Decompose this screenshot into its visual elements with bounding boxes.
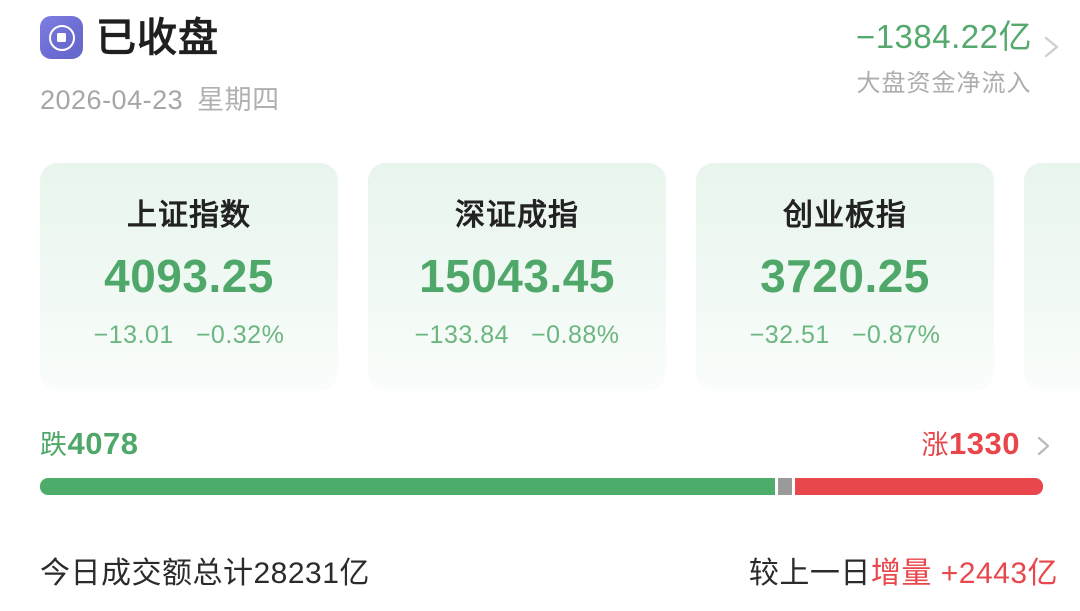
index-change: −13.01 bbox=[93, 321, 174, 349]
fall-count: 4078 bbox=[67, 426, 139, 461]
index-change-pct: −0.32% bbox=[195, 321, 285, 349]
fall-text: 跌 bbox=[40, 430, 68, 460]
index-change-pct: −0.87% bbox=[851, 321, 941, 349]
chevron-right-icon[interactable] bbox=[1038, 34, 1064, 60]
index-card-list: 上证指数 4093.25 −13.01 −0.32% 深证成指 15043.45… bbox=[40, 163, 1080, 391]
index-value: 4093.25 bbox=[104, 250, 274, 302]
turnover-compare: 较上一日增量 +2443亿 bbox=[749, 548, 1064, 592]
logo-inner-square bbox=[57, 33, 66, 42]
index-delta-row: −133.84 −0.88% bbox=[414, 321, 619, 350]
index-delta-row: −13.01 −0.32% bbox=[94, 321, 285, 350]
turnover-compare-prefix: 较上一日 bbox=[748, 557, 871, 590]
index-name: 创业板指 bbox=[783, 199, 907, 232]
index-value: 3720.25 bbox=[760, 250, 930, 302]
rise-text: 涨 bbox=[921, 430, 950, 460]
rise-count-label: 涨1330 bbox=[922, 428, 1020, 460]
index-card-shenzhen[interactable]: 深证成指 15043.45 −133.84 −0.88% bbox=[368, 163, 666, 391]
turnover-today: 今日成交额总计28231亿 bbox=[40, 557, 370, 590]
net-flow-panel[interactable]: −1384.22亿 大盘资金净流入 bbox=[856, 16, 1064, 98]
index-card-shanghai[interactable]: 上证指数 4093.25 −13.01 −0.32% bbox=[40, 163, 338, 391]
ratio-segment-fall bbox=[40, 478, 775, 495]
index-name: 上证指数 bbox=[127, 199, 251, 232]
index-name: 深证成指 bbox=[455, 199, 579, 232]
market-breadth-section[interactable]: 跌4078 涨1330 bbox=[40, 428, 1064, 495]
ratio-segment-flat bbox=[778, 478, 792, 495]
index-change: −133.84 bbox=[414, 321, 510, 349]
index-change-pct: −0.88% bbox=[531, 321, 620, 349]
title-row: 已收盘 bbox=[40, 16, 280, 59]
rise-side-group[interactable]: 涨1330 bbox=[922, 428, 1064, 460]
ratio-segment-rise bbox=[795, 478, 1043, 495]
index-change: −32.51 bbox=[749, 321, 830, 349]
breadth-label-row: 跌4078 涨1330 bbox=[40, 428, 1064, 460]
rise-fall-ratio-bar bbox=[40, 478, 1043, 495]
turnover-summary: 今日成交额总计28231亿 较上一日增量 +2443亿 bbox=[40, 548, 1064, 592]
trading-weekday: 星期四 bbox=[197, 85, 280, 115]
net-flow-value: −1384.22亿 bbox=[855, 18, 1032, 55]
market-status-title: 已收盘 bbox=[96, 15, 219, 60]
index-value: 15043.45 bbox=[419, 250, 615, 302]
turnover-compare-delta: 增量 +2443亿 bbox=[870, 557, 1058, 590]
header-left-block: 已收盘 2026-04-23 星期四 bbox=[40, 16, 280, 117]
net-flow-block: −1384.22亿 大盘资金净流入 bbox=[856, 16, 1032, 98]
logo-ring bbox=[48, 24, 75, 51]
trading-date: 2026-04-23 bbox=[40, 85, 184, 115]
date-row: 2026-04-23 星期四 bbox=[40, 78, 280, 117]
chevron-right-icon[interactable] bbox=[1032, 433, 1054, 456]
target-square-icon bbox=[40, 16, 83, 59]
rise-count: 1330 bbox=[949, 426, 1020, 461]
net-flow-label: 大盘资金净流入 bbox=[856, 69, 1032, 97]
fall-count-label: 跌4078 bbox=[40, 428, 138, 460]
index-delta-row: −32.51 −0.87% bbox=[750, 321, 941, 350]
index-card-partial[interactable]: − bbox=[1024, 163, 1080, 391]
market-header: 已收盘 2026-04-23 星期四 −1384.22亿 大盘资金净流入 bbox=[0, 0, 1080, 150]
index-card-chinext[interactable]: 创业板指 3720.25 −32.51 −0.87% bbox=[696, 163, 994, 391]
